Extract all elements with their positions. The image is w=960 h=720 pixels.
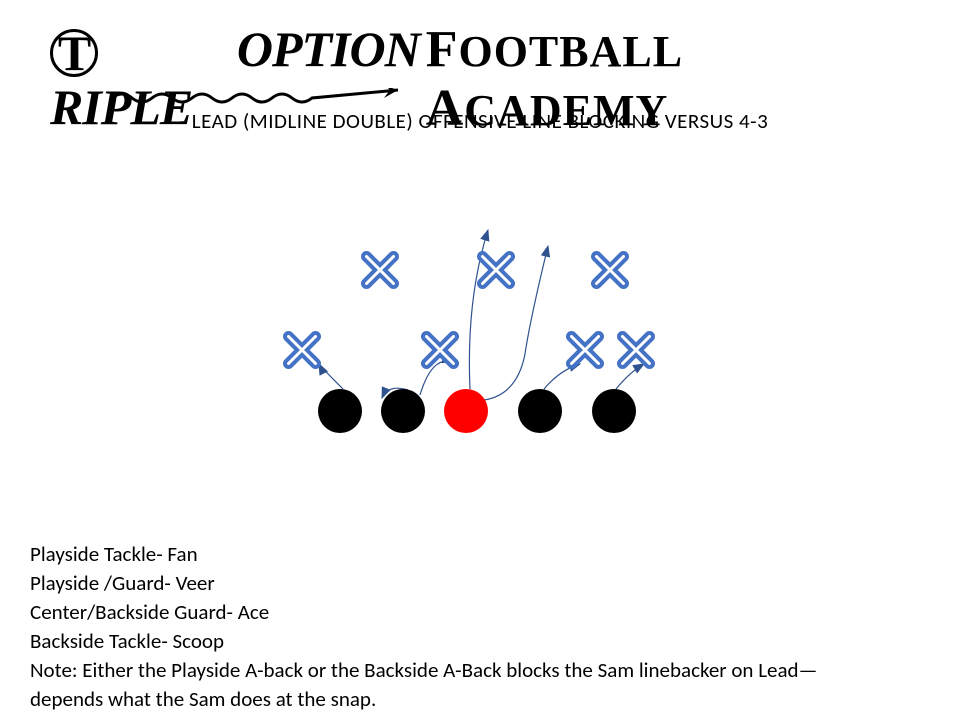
olineman-circle-icon bbox=[444, 389, 488, 433]
olineman-circle-icon bbox=[592, 389, 636, 433]
defender-x-icon bbox=[623, 337, 650, 364]
note-line: Playside /Guard- Veer bbox=[30, 569, 818, 598]
olineman-circle-icon bbox=[381, 389, 425, 433]
oline-group bbox=[318, 389, 636, 433]
note-line: depends what the Sam does at the snap. bbox=[30, 685, 818, 714]
defender-x-icon bbox=[289, 337, 316, 364]
assignment-notes: Playside Tackle- Fan Playside /Guard- Ve… bbox=[30, 540, 818, 714]
defender-x-icon bbox=[367, 257, 394, 284]
olineman-circle-icon bbox=[318, 389, 362, 433]
defender-x-icon bbox=[427, 337, 454, 364]
olineman-circle-icon bbox=[518, 389, 562, 433]
defender-x-icon bbox=[572, 337, 599, 364]
note-line: Note: Either the Playside A-back or the … bbox=[30, 656, 818, 685]
note-line: Center/Backside Guard- Ace bbox=[30, 598, 818, 627]
note-line: Playside Tackle- Fan bbox=[30, 540, 818, 569]
note-line: Backside Tackle- Scoop bbox=[30, 627, 818, 656]
defender-x-icon bbox=[597, 257, 624, 284]
defender-x-icon bbox=[483, 257, 510, 284]
linebackers-group bbox=[367, 257, 624, 284]
block-arrow-icon bbox=[319, 364, 343, 389]
